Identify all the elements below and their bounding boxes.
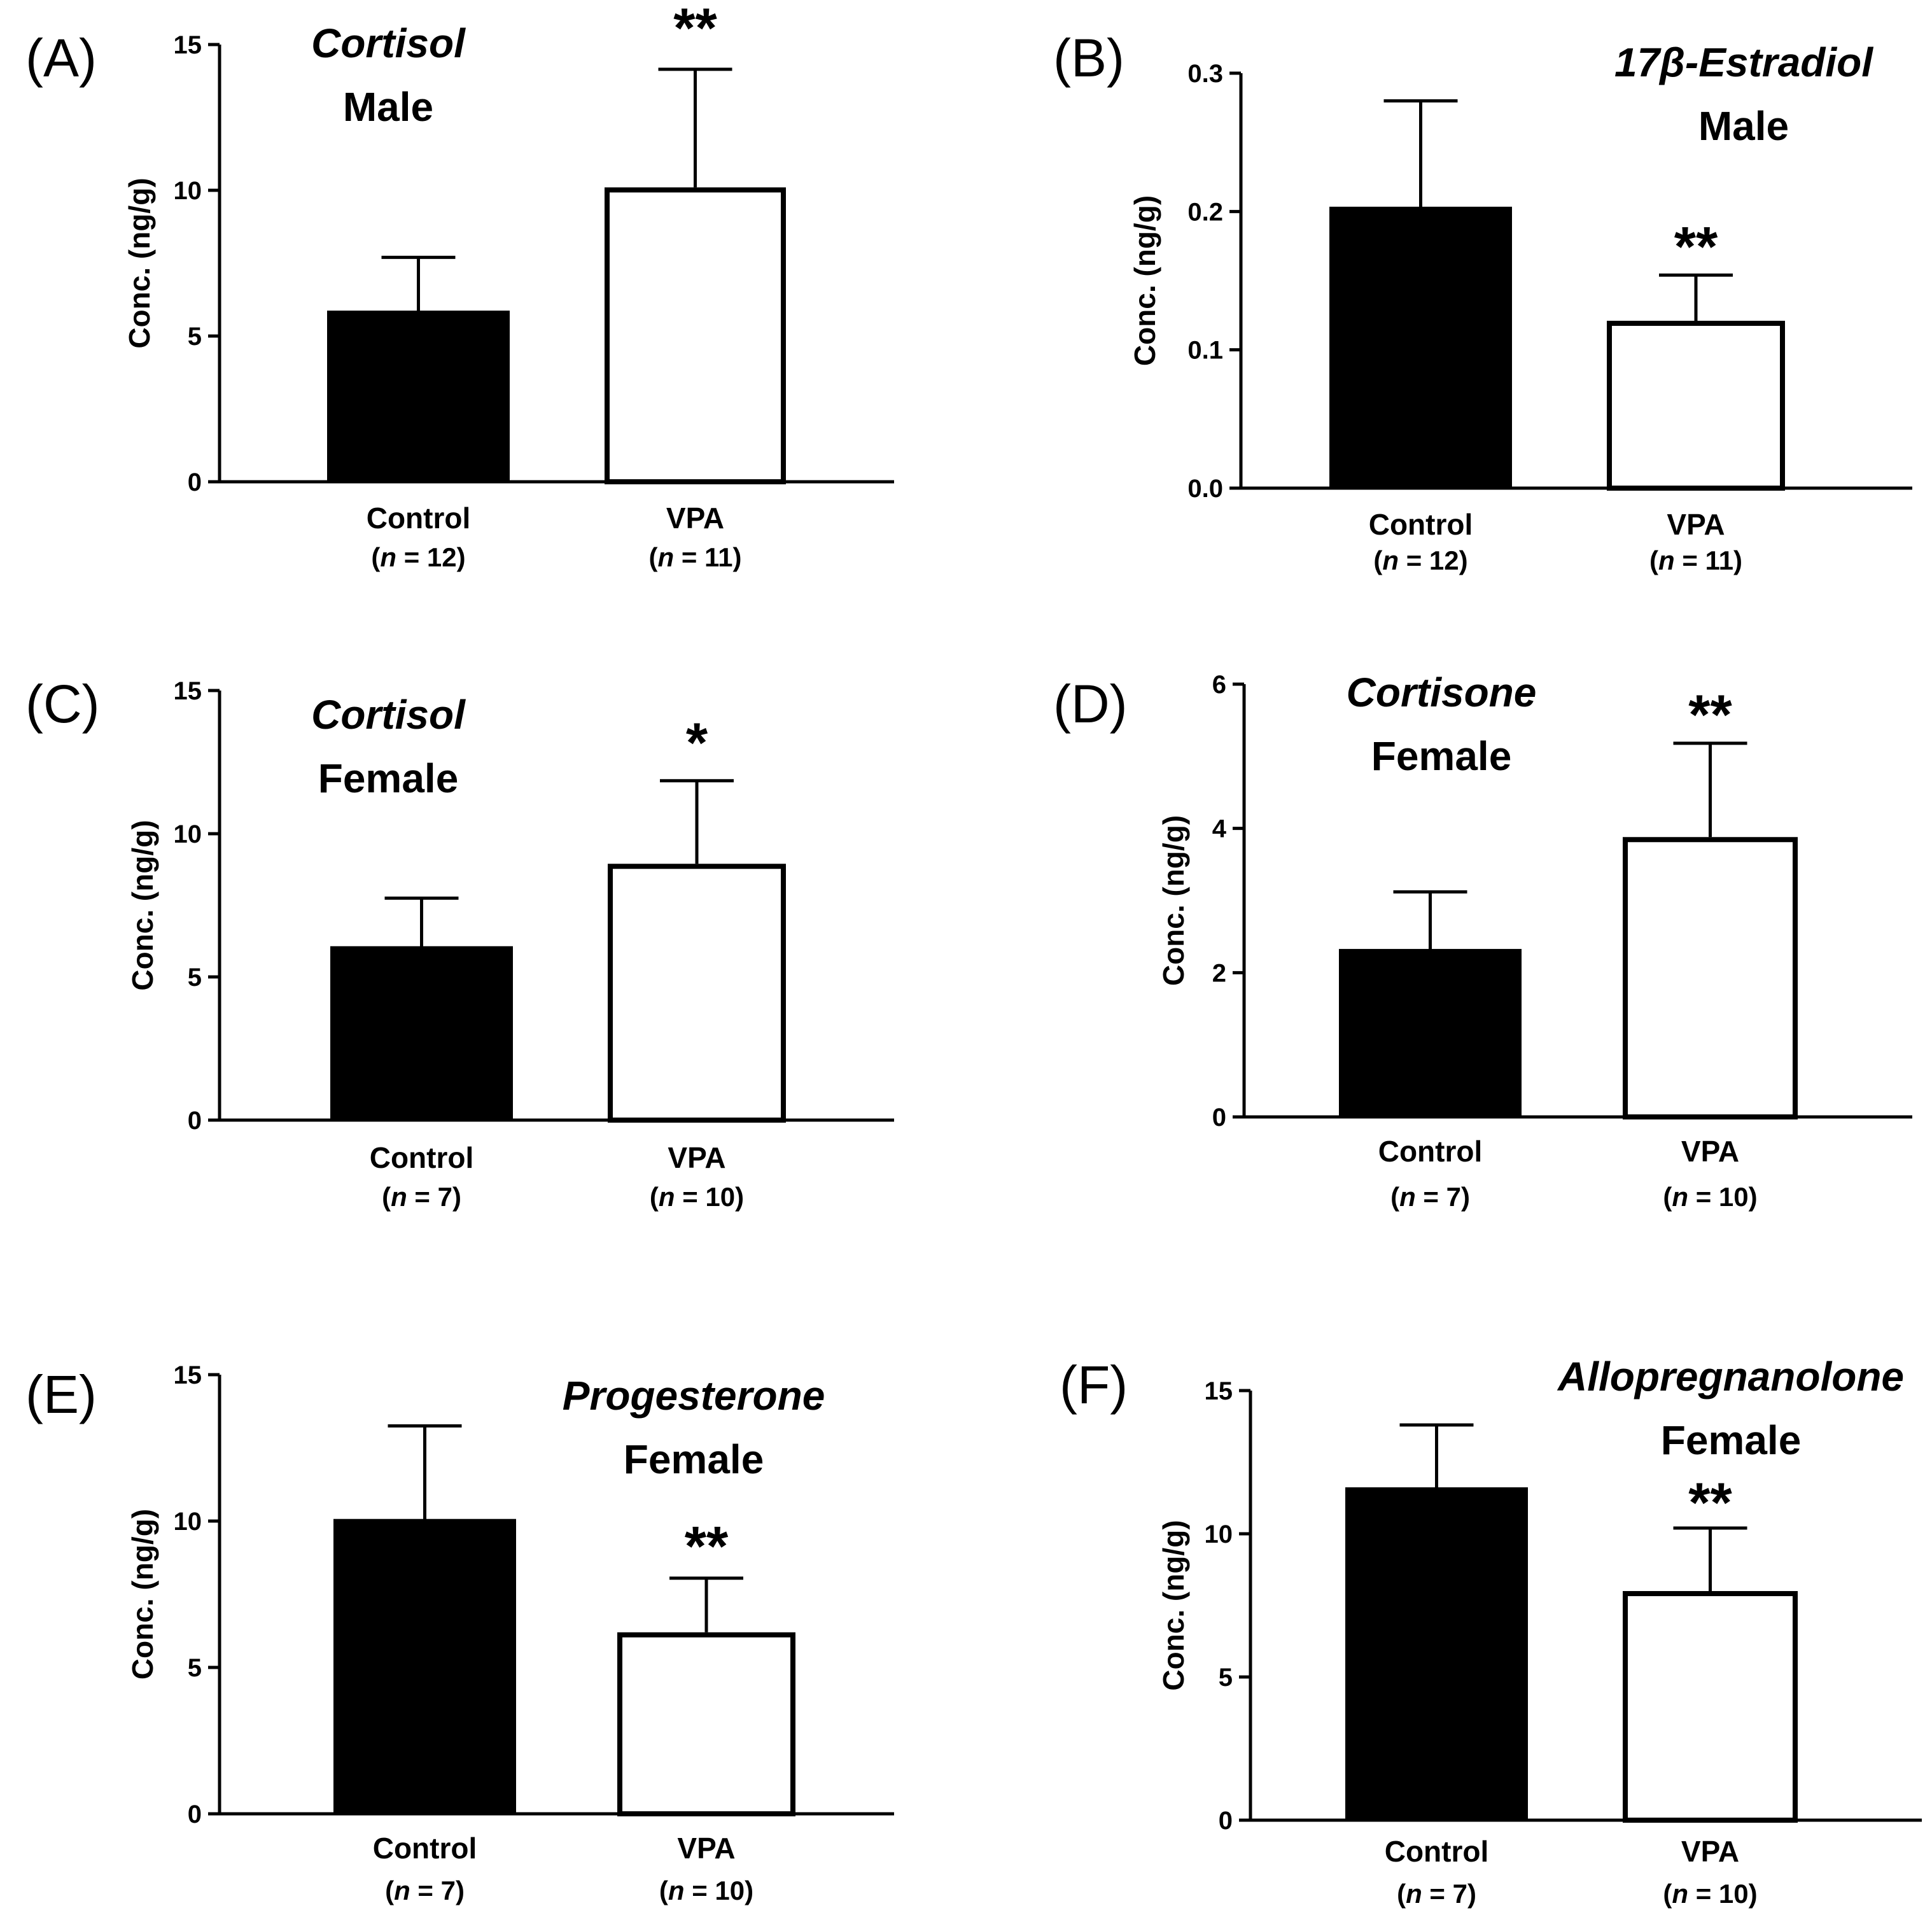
chart-panel-c: (C) 0 5 10 15 Conc. (ng/g) Control (n = 7) * VPA (… — [25, 674, 894, 1212]
sample-size-label: (n = 10) — [1663, 1879, 1757, 1909]
chart-title-sex: Male — [343, 84, 433, 130]
chart-title-analyte: 17β-Estradiol — [1614, 39, 1873, 85]
y-tick-label: 15 — [174, 1361, 202, 1389]
bar-control — [333, 1519, 516, 1814]
y-tick-label: 0 — [1219, 1807, 1233, 1835]
y-tick-label: 15 — [1205, 1377, 1233, 1405]
category-label: VPA — [1681, 1135, 1739, 1168]
chart-title-sex: Male — [1698, 103, 1789, 149]
significance-marker: ** — [1674, 214, 1718, 277]
y-tick-label: 0 — [1212, 1104, 1226, 1132]
category-label: Control — [367, 502, 471, 535]
sample-size-label: (n = 12) — [1373, 545, 1467, 575]
sample-size-label: (n = 7) — [385, 1876, 465, 1905]
y-axis-label: Conc. (ng/g) — [1157, 1520, 1190, 1690]
bar-vpa — [1623, 1591, 1798, 1823]
chart-title-sex: Female — [1371, 733, 1512, 779]
y-tick-label: 5 — [188, 323, 202, 351]
y-tick-label: 10 — [174, 177, 202, 205]
category-label: Control — [370, 1141, 474, 1174]
bar-vpa — [608, 864, 786, 1123]
chart-title-sex: Female — [1661, 1417, 1802, 1463]
category-label: Control — [1369, 508, 1473, 541]
significance-marker: ** — [1688, 1471, 1732, 1534]
y-tick-label: 2 — [1212, 959, 1226, 987]
y-tick-label: 0.3 — [1187, 60, 1223, 88]
category-label: Control — [373, 1832, 477, 1865]
chart-title-analyte: Cortisol — [311, 20, 466, 66]
category-label: VPA — [668, 1141, 725, 1174]
panel-letter: (C) — [25, 674, 100, 734]
bar-control — [327, 311, 510, 482]
y-tick-label: 0.2 — [1187, 198, 1223, 226]
sample-size-label: (n = 11) — [1649, 545, 1742, 575]
chart-panel-b: (B) 0.0 0.1 0.2 0.3 Conc. (ng/g) Control (n = 1… — [1053, 28, 1912, 575]
bar-control — [1339, 949, 1522, 1118]
sample-size-label: (n = 7) — [1397, 1879, 1476, 1909]
sample-size-label: (n = 10) — [659, 1876, 753, 1905]
category-label: VPA — [1681, 1835, 1739, 1868]
panel-letter: (A) — [25, 28, 97, 88]
chart-panel-d: (D) 0 2 4 6 Conc. (ng/g) Control (n = 7) ** VPA (n… — [1053, 670, 1912, 1212]
y-tick-label: 10 — [1205, 1520, 1233, 1548]
category-label: Control — [1378, 1135, 1483, 1168]
y-axis-label: Conc. (ng/g) — [1128, 195, 1161, 366]
chart-panel-e: (E) 0 5 10 15 Conc. (ng/g) Control (n = 7) ** VPA… — [25, 1361, 894, 1905]
chart-panel-f: (F) 0 5 10 15 Conc. (ng/g) Control (n = 7) ** VPA… — [1060, 1354, 1922, 1909]
y-tick-label: 6 — [1212, 671, 1226, 699]
bar-control — [330, 946, 513, 1121]
y-tick-label: 0.1 — [1187, 337, 1223, 365]
bar-vpa — [617, 1632, 795, 1817]
sample-size-label: (n = 7) — [382, 1182, 461, 1212]
y-tick-label: 10 — [174, 820, 202, 848]
y-tick-label: 5 — [188, 1654, 202, 1682]
chart-title-sex: Female — [624, 1436, 764, 1482]
y-tick-label: 15 — [174, 677, 202, 705]
sample-size-label: (n = 10) — [650, 1182, 744, 1212]
chart-title-analyte: Progesterone — [563, 1373, 825, 1419]
panel-letter: (B) — [1053, 28, 1124, 88]
significance-marker: * — [686, 711, 708, 774]
sample-size-label: (n = 11) — [649, 542, 742, 572]
y-tick-label: 10 — [174, 1508, 202, 1536]
sample-size-label: (n = 10) — [1663, 1182, 1757, 1212]
y-tick-label: 15 — [174, 31, 202, 59]
category-label: VPA — [666, 502, 724, 535]
bar-vpa — [1623, 837, 1798, 1120]
bar-control — [1329, 206, 1512, 489]
chart-title-analyte: Allopregnanolone — [1557, 1354, 1904, 1399]
sample-size-label: (n = 12) — [371, 542, 465, 572]
y-axis-label: Conc. (ng/g) — [126, 1509, 159, 1680]
chart-title-analyte: Cortisol — [311, 692, 466, 738]
y-tick-label: 0.0 — [1187, 475, 1223, 503]
y-axis-label: Conc. (ng/g) — [1157, 815, 1190, 986]
chart-title-sex: Female — [318, 755, 459, 801]
category-label: VPA — [677, 1832, 735, 1865]
panel-letter: (E) — [25, 1364, 97, 1424]
bar-vpa — [1607, 321, 1785, 491]
significance-marker: ** — [673, 0, 717, 59]
y-tick-label: 0 — [188, 468, 202, 496]
y-axis-label: Conc. (ng/g) — [123, 178, 156, 348]
y-tick-label: 5 — [1219, 1664, 1233, 1692]
bar-control — [1345, 1487, 1528, 1821]
sample-size-label: (n = 7) — [1390, 1182, 1470, 1212]
y-axis-label: Conc. (ng/g) — [126, 820, 159, 990]
panel-letter: (D) — [1053, 674, 1128, 734]
significance-marker: ** — [685, 1515, 729, 1578]
y-tick-label: 0 — [188, 1107, 202, 1135]
y-tick-label: 0 — [188, 1800, 202, 1828]
chart-title-analyte: Cortisone — [1347, 670, 1537, 715]
category-label: Control — [1385, 1835, 1489, 1868]
chart-panel-a: (A) 0 5 10 15 Conc. (ng/g) Control (n = 12) ** VP… — [25, 0, 894, 572]
significance-marker: ** — [1688, 683, 1732, 746]
y-tick-label: 5 — [188, 964, 202, 992]
category-label: VPA — [1667, 508, 1725, 541]
bar-vpa — [605, 187, 786, 484]
y-tick-label: 4 — [1212, 815, 1227, 843]
panel-letter: (F) — [1060, 1355, 1128, 1415]
